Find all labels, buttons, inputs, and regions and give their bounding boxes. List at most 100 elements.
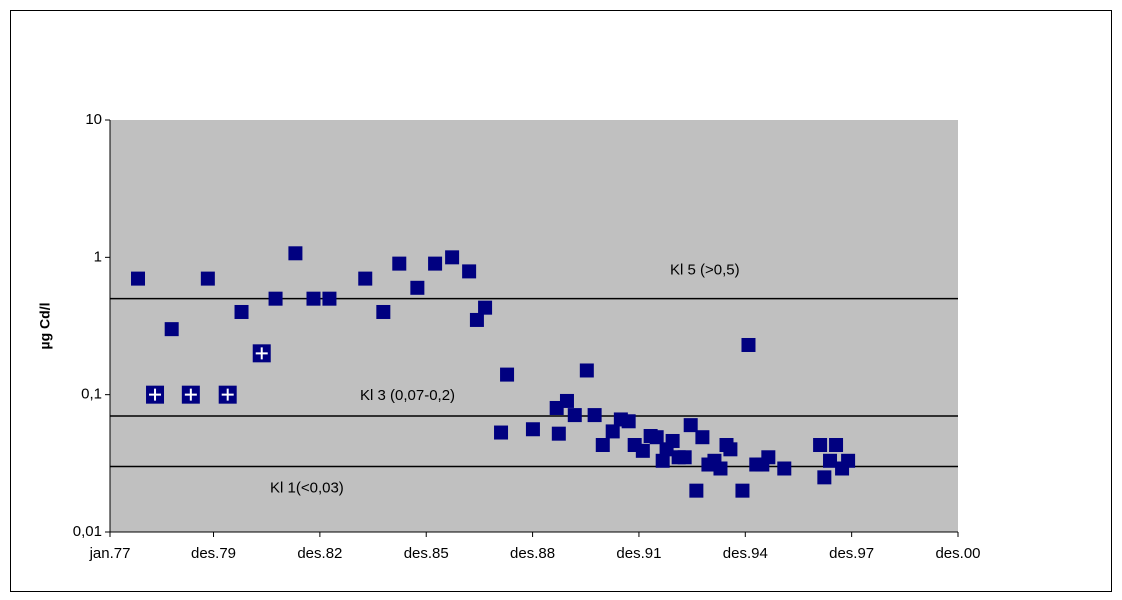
point: [689, 483, 704, 498]
marker: [551, 426, 566, 441]
marker: [392, 256, 407, 271]
point: [635, 443, 650, 458]
marker: [695, 430, 710, 445]
marker: [410, 280, 425, 295]
marker: [635, 443, 650, 458]
point: [559, 393, 574, 408]
point: [525, 422, 540, 437]
y-axis-label: µg Cd/l: [37, 303, 53, 350]
point: [587, 408, 602, 423]
y-tick-label: 0,01: [73, 523, 102, 540]
marker: [587, 408, 602, 423]
point: [146, 385, 165, 404]
point: [478, 300, 493, 315]
point: [761, 450, 776, 465]
annotation: Kl 3 (0,07-0,2): [360, 387, 455, 404]
point: [551, 426, 566, 441]
x-tick-label: des.94: [723, 545, 768, 562]
x-tick-label: des.85: [404, 545, 449, 562]
marker: [164, 322, 179, 337]
marker: [567, 408, 582, 423]
point: [817, 470, 832, 485]
plot-area: [110, 120, 958, 532]
point: [428, 256, 443, 271]
marker: [713, 461, 728, 476]
point: [268, 291, 283, 306]
point: [181, 385, 200, 404]
point: [595, 438, 610, 453]
point: [677, 450, 692, 465]
marker: [234, 304, 249, 319]
point: [605, 424, 620, 439]
marker: [445, 250, 460, 265]
marker: [494, 425, 509, 440]
marker: [689, 483, 704, 498]
annotation: Kl 1(<0,03): [270, 479, 344, 496]
marker: [741, 337, 756, 352]
annotation: Kl 5 (>0,5): [670, 262, 740, 279]
point: [829, 438, 844, 453]
marker-plus: [255, 347, 268, 360]
point: [376, 304, 391, 319]
point: [649, 430, 664, 445]
marker: [559, 393, 574, 408]
marker: [306, 291, 321, 306]
point: [567, 408, 582, 423]
point: [823, 453, 838, 468]
point: [218, 385, 237, 404]
point: [500, 367, 515, 382]
x-tick-label: des.82: [297, 545, 342, 562]
marker: [829, 438, 844, 453]
marker: [469, 312, 484, 327]
marker: [655, 453, 670, 468]
point: [741, 337, 756, 352]
marker: [376, 304, 391, 319]
point: [579, 363, 594, 378]
marker: [777, 461, 792, 476]
point: [494, 425, 509, 440]
marker: [621, 414, 636, 429]
marker: [428, 256, 443, 271]
marker: [649, 430, 664, 445]
marker: [322, 291, 337, 306]
point: [621, 414, 636, 429]
point: [735, 483, 750, 498]
marker: [358, 271, 373, 286]
marker: [677, 450, 692, 465]
marker: [462, 264, 477, 279]
point: [695, 430, 710, 445]
x-tick-label: des.79: [191, 545, 236, 562]
y-tick-label: 1: [94, 248, 102, 265]
point: [723, 442, 738, 457]
marker: [817, 470, 832, 485]
point: [813, 438, 828, 453]
marker: [525, 422, 540, 437]
point: [200, 271, 215, 286]
marker: [200, 271, 215, 286]
point: [131, 271, 146, 286]
marker: [823, 453, 838, 468]
point: [469, 312, 484, 327]
point: [665, 433, 680, 448]
marker-plus: [149, 388, 162, 401]
marker: [268, 291, 283, 306]
x-tick-label: des.91: [616, 545, 661, 562]
marker: [478, 300, 493, 315]
point: [655, 453, 670, 468]
x-tick-label: des.00: [935, 545, 980, 562]
point: [288, 246, 303, 261]
point: [462, 264, 477, 279]
point: [841, 453, 856, 468]
marker: [841, 453, 856, 468]
x-tick-label: des.97: [829, 545, 874, 562]
marker: [500, 367, 515, 382]
point: [252, 344, 271, 363]
marker: [579, 363, 594, 378]
y-tick-label: 0,1: [81, 386, 102, 403]
marker: [665, 433, 680, 448]
marker: [761, 450, 776, 465]
marker: [595, 438, 610, 453]
marker-plus: [221, 388, 234, 401]
point: [445, 250, 460, 265]
